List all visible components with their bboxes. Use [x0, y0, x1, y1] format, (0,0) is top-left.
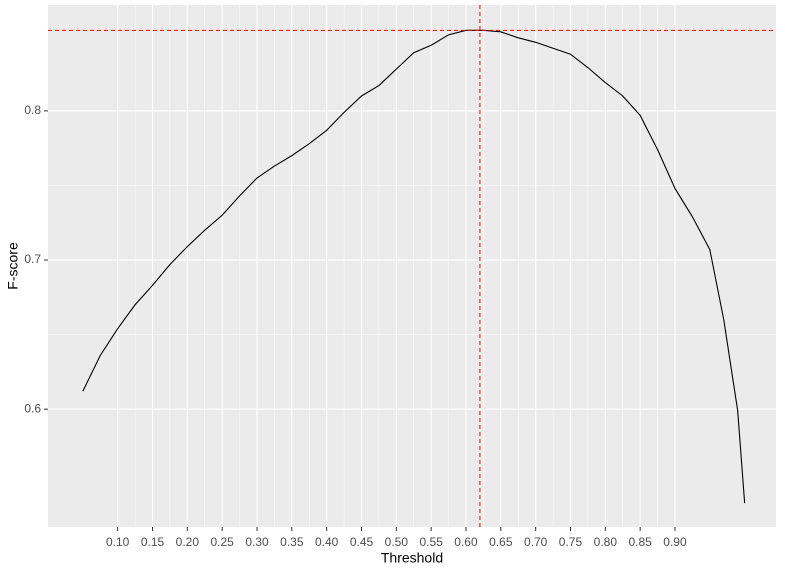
x-tick-label: 0.80: [594, 535, 618, 549]
x-tick-label: 0.75: [559, 535, 583, 549]
x-tick-label: 0.20: [176, 535, 200, 549]
x-tick-label: 0.40: [315, 535, 339, 549]
x-tick-label: 0.65: [489, 535, 513, 549]
x-tick-label: 0.15: [141, 535, 165, 549]
x-tick-label: 0.85: [628, 535, 652, 549]
x-tick-label: 0.45: [350, 535, 374, 549]
panel: [48, 5, 776, 527]
x-axis-label: Threshold: [381, 550, 443, 566]
data-line: [82, 29, 746, 504]
x-tick-label: 0.30: [245, 535, 269, 549]
x-tick-label: 0.10: [106, 535, 130, 549]
x-tick-label: 0.35: [280, 535, 304, 549]
x-tick-label: 0.70: [524, 535, 548, 549]
x-tick-label: 0.60: [454, 535, 478, 549]
x-tick-label: 0.55: [419, 535, 443, 549]
x-tick-label: 0.50: [385, 535, 409, 549]
x-tick-label: 0.25: [210, 535, 234, 549]
y-axis-label: F-score: [5, 242, 21, 290]
y-tick-label: 0.8: [24, 103, 41, 117]
y-tick-label: 0.6: [24, 401, 41, 415]
x-tick-label: 0.90: [663, 535, 687, 549]
y-tick-label: 0.7: [24, 252, 41, 266]
